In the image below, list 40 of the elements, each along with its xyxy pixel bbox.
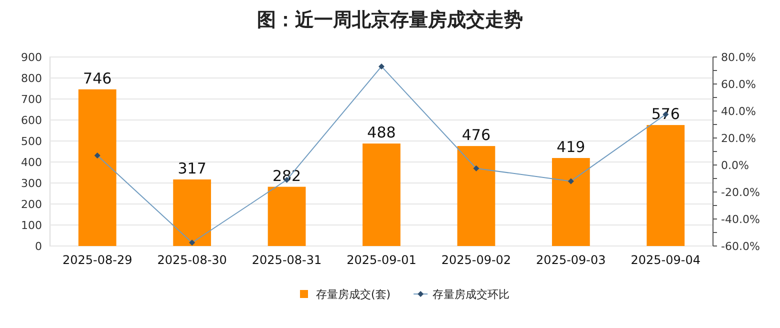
bar bbox=[362, 144, 400, 246]
x-tick-label: 2025-09-03 bbox=[536, 253, 606, 267]
y-tick-label: 0 bbox=[35, 240, 42, 253]
y2-tick-label: 60.0% bbox=[721, 78, 756, 91]
y-tick-label: 500 bbox=[21, 135, 42, 148]
y-tick-label: 600 bbox=[21, 114, 42, 127]
y2-tick-label: -40.0% bbox=[721, 213, 760, 226]
y-tick-label: 900 bbox=[21, 51, 42, 64]
legend-label: 存量房成交(套) bbox=[316, 288, 391, 301]
data-label: 476 bbox=[462, 126, 491, 144]
x-tick-label: 2025-09-01 bbox=[346, 253, 416, 267]
bar bbox=[646, 125, 685, 246]
bar bbox=[78, 89, 116, 246]
y2-tick-label: 0.0% bbox=[721, 159, 749, 172]
legend-label: 存量房成交环比 bbox=[432, 288, 510, 301]
y-tick-label: 400 bbox=[21, 156, 42, 169]
x-tick-label: 2025-08-29 bbox=[62, 253, 132, 267]
y2-tick-label: 20.0% bbox=[721, 132, 756, 145]
data-label: 419 bbox=[556, 138, 586, 156]
y2-tick-label: -20.0% bbox=[721, 186, 760, 199]
bar bbox=[173, 179, 212, 246]
chart-title: 图：近一周北京存量房成交走势 bbox=[257, 9, 523, 31]
x-tick-label: 2025-09-04 bbox=[630, 253, 701, 267]
y-tick-label: 800 bbox=[21, 72, 42, 85]
y-tick-label: 200 bbox=[21, 198, 42, 211]
y2-tick-label: 40.0% bbox=[721, 105, 756, 118]
data-label: 746 bbox=[83, 69, 112, 88]
data-label: 488 bbox=[367, 124, 396, 142]
bar bbox=[268, 186, 306, 246]
y2-tick-label: -60.0% bbox=[721, 240, 760, 253]
y2-tick-label: 80.0% bbox=[721, 51, 756, 64]
bar bbox=[552, 158, 590, 246]
y-tick-label: 700 bbox=[21, 93, 42, 106]
data-label: 317 bbox=[178, 159, 206, 178]
bar bbox=[457, 146, 496, 246]
x-tick-label: 2025-08-30 bbox=[157, 253, 227, 267]
x-tick-label: 2025-08-31 bbox=[252, 253, 322, 267]
y-tick-label: 100 bbox=[21, 219, 42, 232]
y-tick-label: 300 bbox=[21, 177, 42, 190]
x-tick-label: 2025-09-02 bbox=[441, 253, 512, 267]
